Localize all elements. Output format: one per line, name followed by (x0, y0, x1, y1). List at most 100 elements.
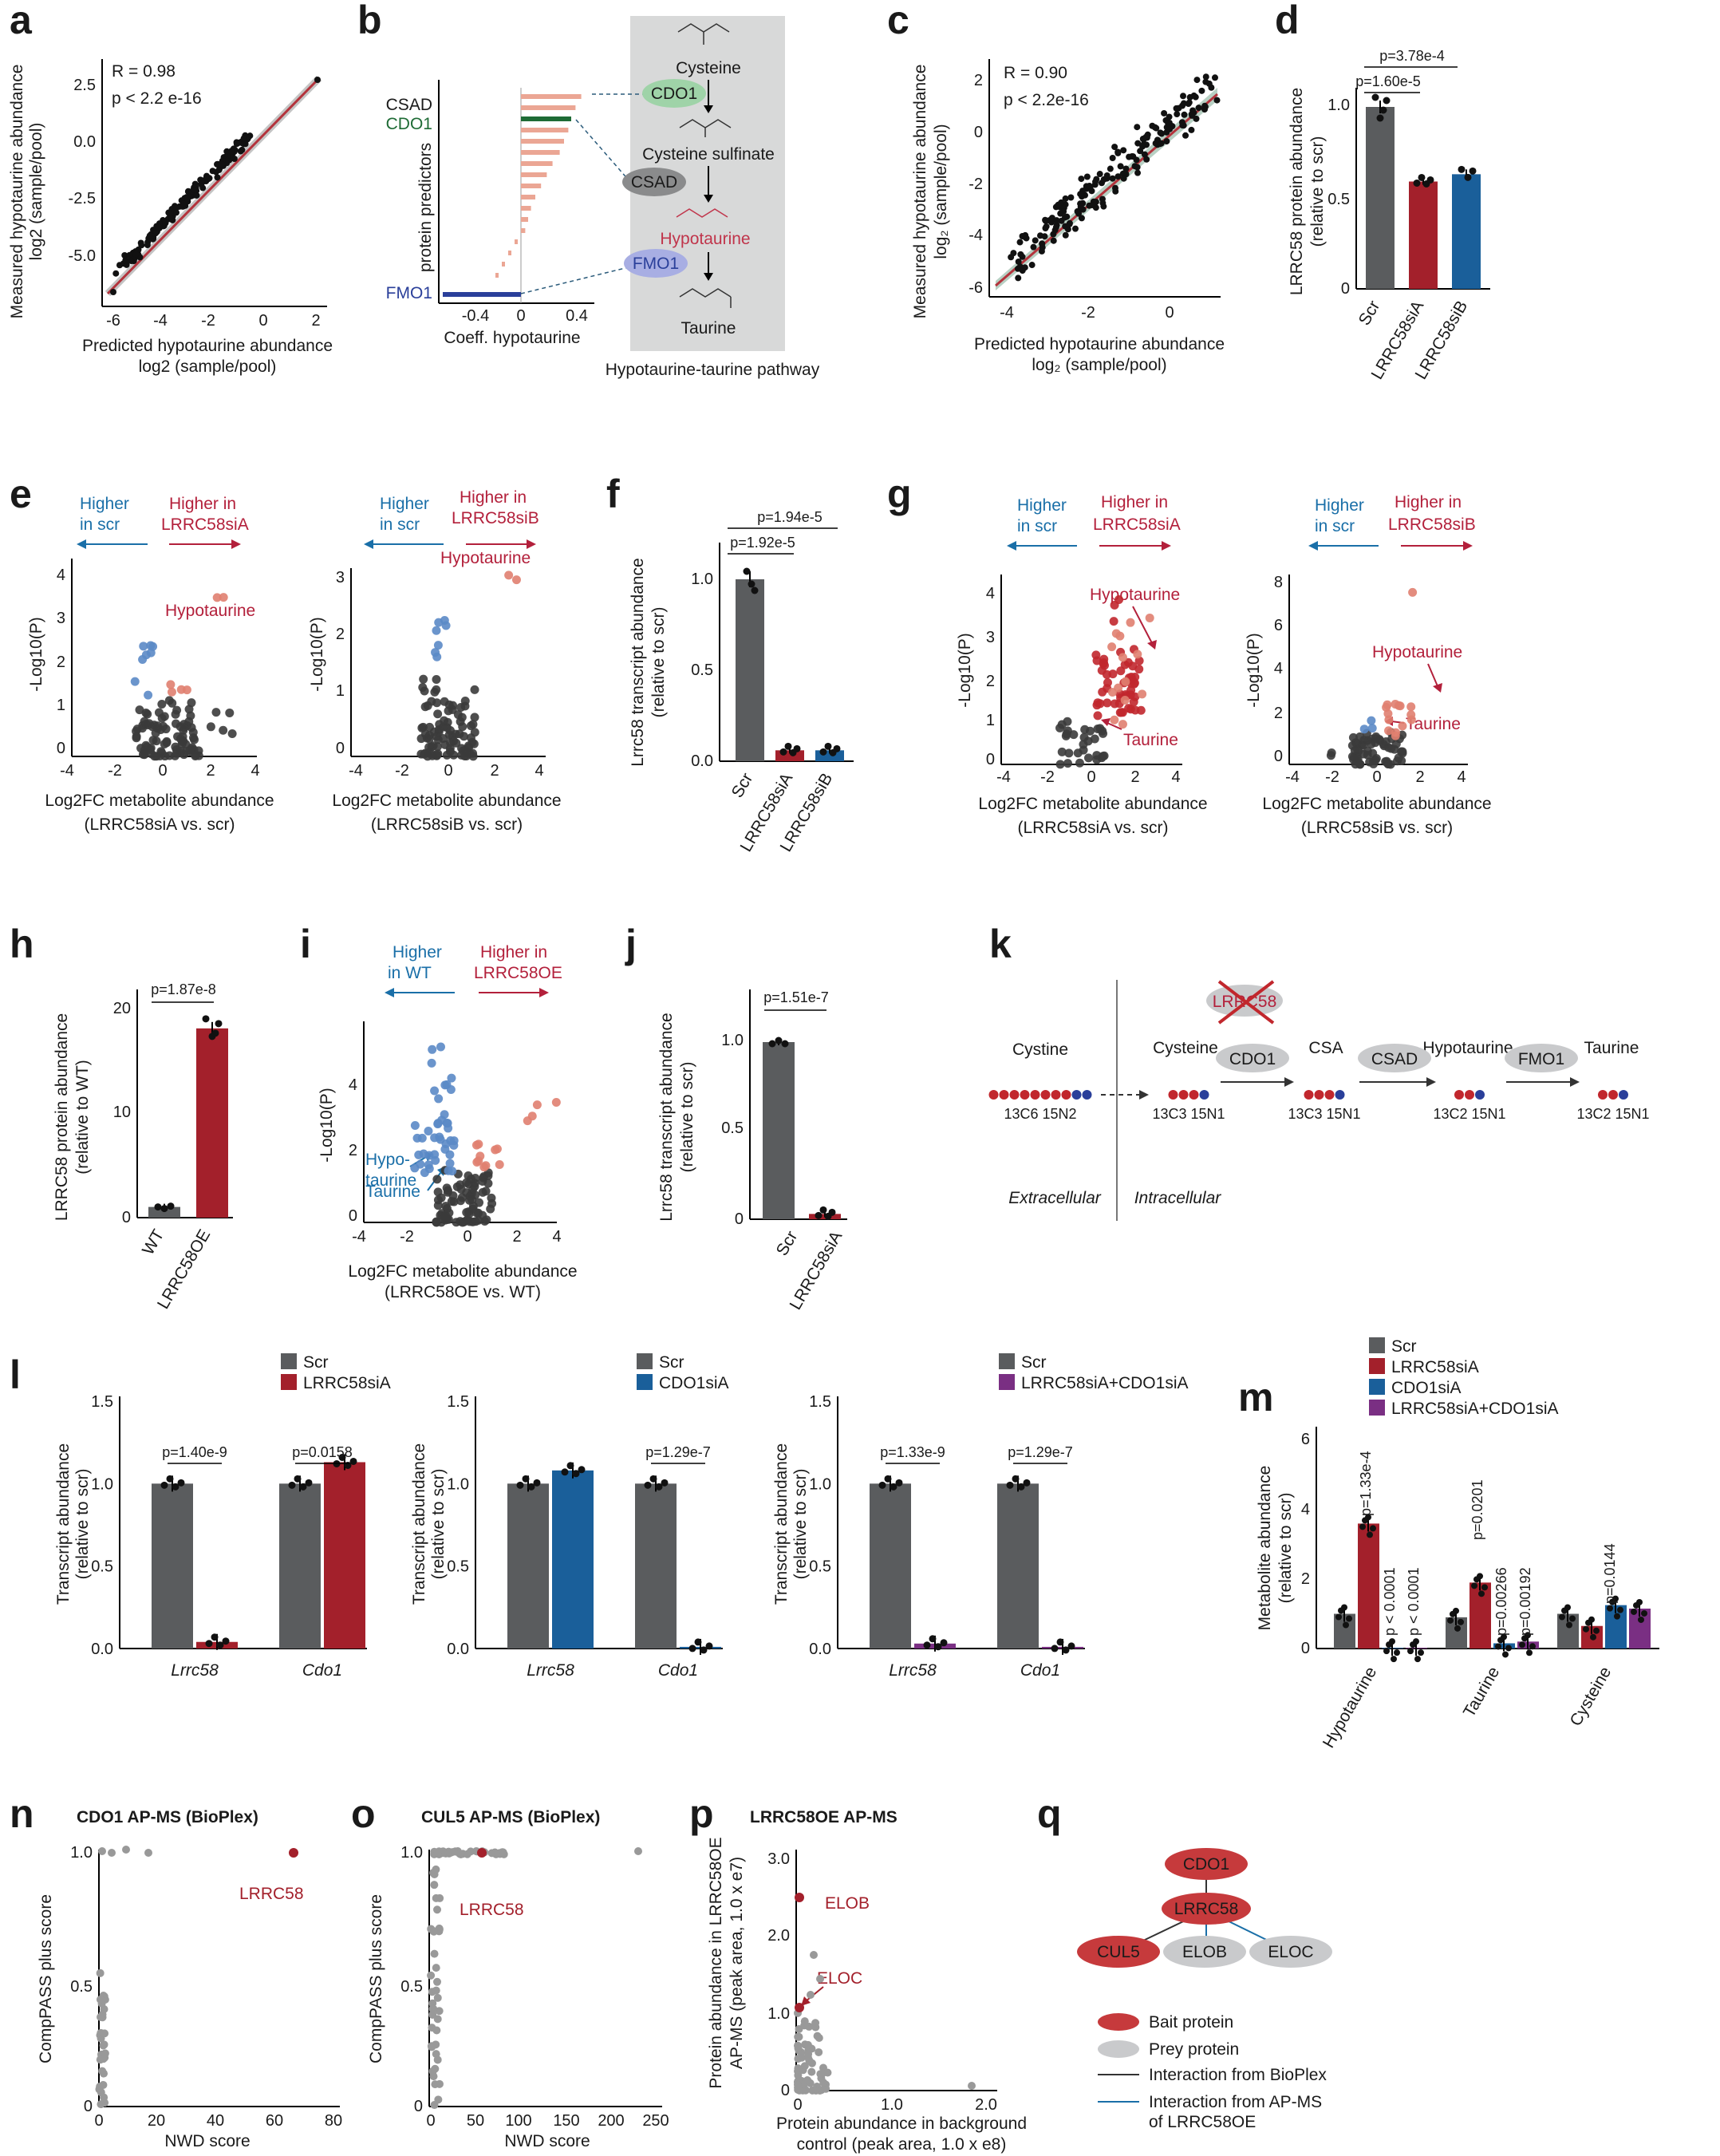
a-xtick: 2 (311, 312, 320, 330)
k-intracellular: Intracellular (1134, 1189, 1222, 1207)
c-point (1074, 207, 1081, 215)
j-ylabel: Lrrc58 transcript abundance (657, 1013, 676, 1222)
m-dot (1614, 1613, 1620, 1620)
c-xtick: -4 (1000, 304, 1014, 322)
c-ylabel-sub: log₂ (sample/pool) (932, 124, 950, 259)
volcano-point (1103, 677, 1112, 687)
volcano-point (483, 1171, 493, 1180)
m-legend-swatch (1369, 1400, 1385, 1416)
e-xtick: 4 (251, 762, 259, 780)
n-xtick: 20 (148, 2112, 165, 2130)
e-b-ytick: 2 (336, 626, 345, 643)
o-ylabel: CompPASS plus score (367, 1894, 385, 2063)
b-bar (521, 228, 526, 233)
volcano-point (1084, 753, 1094, 763)
c-point (1092, 178, 1099, 185)
b-xtick: 0.4 (566, 307, 588, 325)
h-ytick: 20 (113, 1000, 131, 1017)
n-point (96, 1968, 105, 1977)
c-point (1119, 170, 1126, 177)
isotope-dot (1608, 1090, 1618, 1100)
p-scatter-points (794, 1893, 976, 2095)
volcano-point (432, 1175, 442, 1184)
l-ytick: 1.5 (447, 1393, 469, 1411)
l-bar (324, 1462, 365, 1649)
volcano-point (172, 705, 182, 715)
volcano-point (433, 1119, 443, 1129)
volcano-point (436, 1218, 446, 1227)
e-left-label: Higher (80, 495, 129, 513)
g-hit-hypotaurine: Hypotaurine (1090, 586, 1180, 604)
l-dot (923, 1641, 931, 1649)
volcano-point (225, 708, 235, 717)
l-dot (1006, 1481, 1014, 1489)
n-ylabel: CompPASS plus score (37, 1894, 55, 2063)
volcano-point (436, 1042, 445, 1052)
panel-letter-q: q (1037, 1791, 1062, 1836)
volcano-point (1055, 723, 1065, 732)
replicate-dot (1464, 173, 1472, 181)
o-title: CUL5 AP-MS (BioPlex) (421, 1808, 600, 1826)
isotope-dot (1475, 1090, 1485, 1100)
o-point (434, 2095, 443, 2104)
o-point (439, 1848, 448, 1857)
c-point (1158, 140, 1165, 147)
b-bar (521, 128, 569, 132)
isotope-dot (1335, 1090, 1345, 1100)
m-bars: p=1.33e-4 p < 0.0001 p < 0.0001 p=0.0201 p=0… (1334, 1451, 1651, 1663)
volcano-point (1383, 709, 1393, 718)
volcano-point (481, 1161, 491, 1171)
l-ytick: 1.0 (809, 1475, 831, 1493)
volcano-point (1406, 715, 1416, 725)
c-point (1109, 155, 1116, 162)
volcano-point (424, 1151, 434, 1160)
q-node-cul5 (1077, 1936, 1160, 1968)
a-xtick: -6 (106, 312, 120, 330)
p-point (794, 2041, 803, 2050)
o-point (431, 2080, 440, 2089)
b-ylabel: protein predictors (416, 143, 435, 272)
enzyme-fmo1 (624, 249, 688, 278)
m-category: Hypotaurine (1320, 1664, 1381, 1751)
l-dot (216, 1641, 224, 1649)
n-point (108, 1849, 116, 1857)
o-xtick: 250 (642, 2112, 669, 2130)
replicate-dot (768, 1040, 776, 1048)
volcano-point (1326, 751, 1335, 760)
volcano-point (441, 1202, 451, 1211)
l-dot (1012, 1475, 1020, 1483)
n-point (98, 1847, 106, 1855)
volcano-point (176, 746, 186, 756)
a-ytick: -5.0 (69, 247, 96, 265)
i-ytick: 0 (349, 1207, 357, 1225)
a-point (110, 289, 116, 295)
m-legend: Scr LRRC58siA CDO1siA LRRC58siA+CDO1siA (1369, 1337, 1559, 1418)
a-point (183, 195, 191, 203)
d-ylabel: LRRC58 protein abundance (1288, 88, 1306, 295)
m-dot (1638, 1616, 1644, 1623)
m-dot (1607, 1605, 1613, 1612)
a-point (215, 167, 223, 174)
b-bar (521, 94, 582, 99)
m-dot (1383, 1648, 1390, 1655)
pathway-taurine-structure (679, 288, 732, 308)
g-b-xtick: -2 (1325, 768, 1339, 786)
e-xtick: -4 (60, 762, 74, 780)
isotope-dot (1199, 1090, 1209, 1100)
l-dot (1062, 1646, 1070, 1654)
a-ylabel-sub: log2 (sample/pool) (27, 123, 45, 261)
n-point (100, 2093, 108, 2102)
c-ytick: 0 (974, 124, 983, 141)
g-xlabel: Log2FC metabolite abundance (978, 795, 1207, 813)
volcano-point (157, 748, 167, 758)
volcano-point (1127, 675, 1137, 685)
isotope-dot (1040, 1090, 1051, 1100)
k-enzyme-fmo1 (1505, 1044, 1578, 1072)
volcano-point (424, 1164, 434, 1174)
volcano-point (1138, 689, 1147, 699)
f-ytick: 0.5 (691, 661, 713, 679)
g-right-label: Higher in (1101, 493, 1168, 511)
volcano-point (470, 713, 479, 722)
c-point (1050, 237, 1057, 244)
volcano-point (1398, 747, 1407, 756)
